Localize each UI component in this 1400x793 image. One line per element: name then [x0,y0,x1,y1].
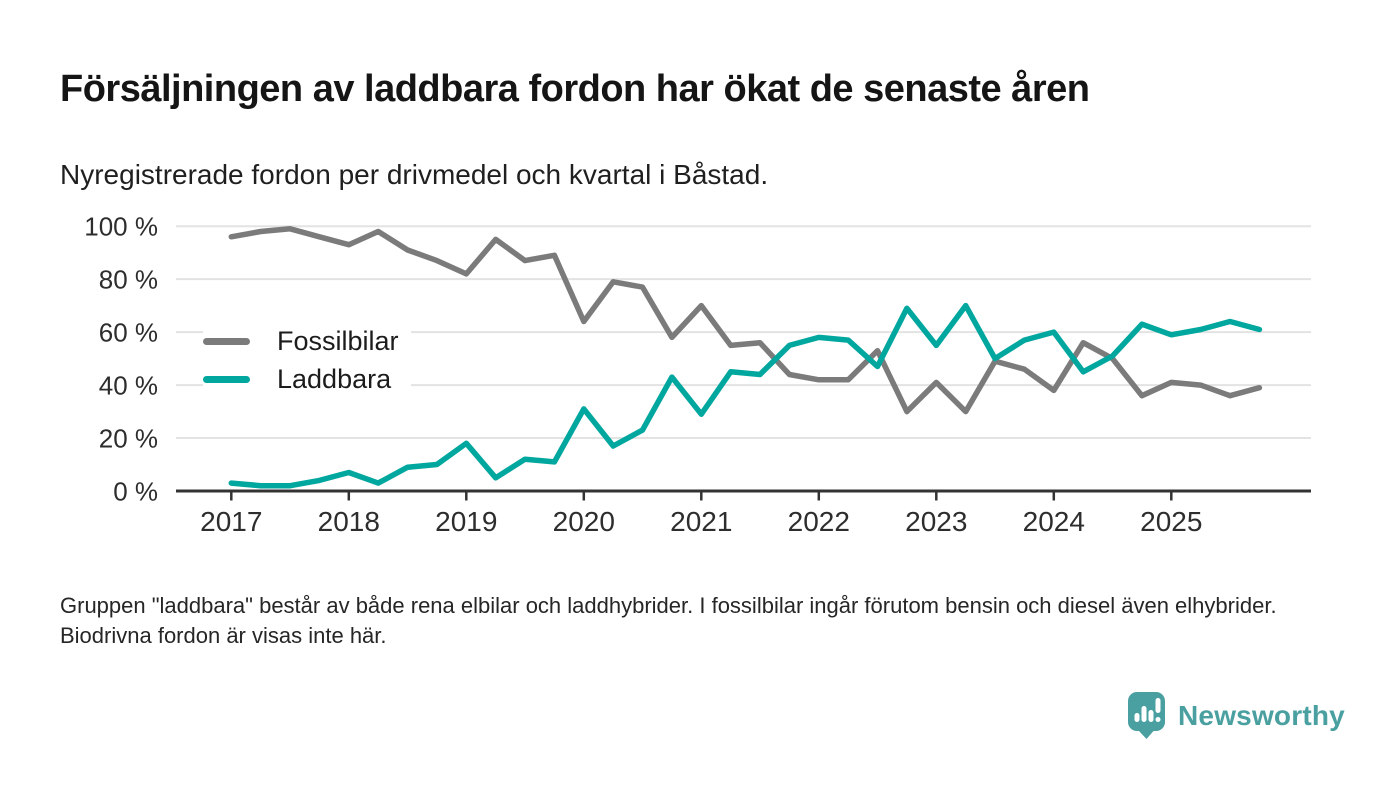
y-tick-label: 0 % [113,477,158,507]
y-tick-label: 100 % [84,212,158,242]
series-line-fossilbilar [228,226,1263,415]
chart-legend: Fossilbilar Laddbara [203,320,411,400]
y-tick-label: 80 % [99,265,158,295]
chart-footnote: Gruppen "laddbara" består av både rena e… [60,593,1277,648]
y-tick-label: 40 % [99,371,158,401]
x-tick-label-2019: 2019 [435,506,497,537]
newsworthy-logo: Newsworthy [1128,688,1368,744]
legend-label-fossilbilar: Fossilbilar [277,325,399,356]
legend-label-laddbara: Laddbara [277,363,392,394]
x-tick-label-2017: 2017 [200,506,262,537]
laddbara-swatch-icon [203,375,250,383]
chart-title: Försäljningen av laddbara fordon har öka… [60,68,1090,110]
line-chart-canvas: 0 % 20 % 40 % 60 % 80 % 100 % 2017 2018 2019 2020… [84,212,1311,537]
y-tick-label: 20 % [99,424,158,454]
x-tick-label-2018: 2018 [318,506,380,537]
y-tick-label: 60 % [99,318,158,348]
x-tick-label-2021: 2021 [670,506,732,537]
x-tick-label-2024: 2024 [1023,506,1085,537]
legend-item-laddbara: Laddbara [203,360,399,398]
series-line-laddbara [228,302,1263,489]
legend-item-fossilbilar: Fossilbilar [203,322,399,360]
fossilbilar-swatch-icon [203,337,250,345]
newsworthy-logo-icon [1128,692,1165,739]
x-tick-label-2020: 2020 [553,506,615,537]
newsworthy-logo-text: Newsworthy [1178,700,1345,731]
x-tick-label-2022: 2022 [788,506,850,537]
chart-subtitle: Nyregistrerade fordon per drivmedel och … [60,159,769,190]
x-tick-label-2025: 2025 [1140,506,1202,537]
x-tick-label-2023: 2023 [905,506,967,537]
